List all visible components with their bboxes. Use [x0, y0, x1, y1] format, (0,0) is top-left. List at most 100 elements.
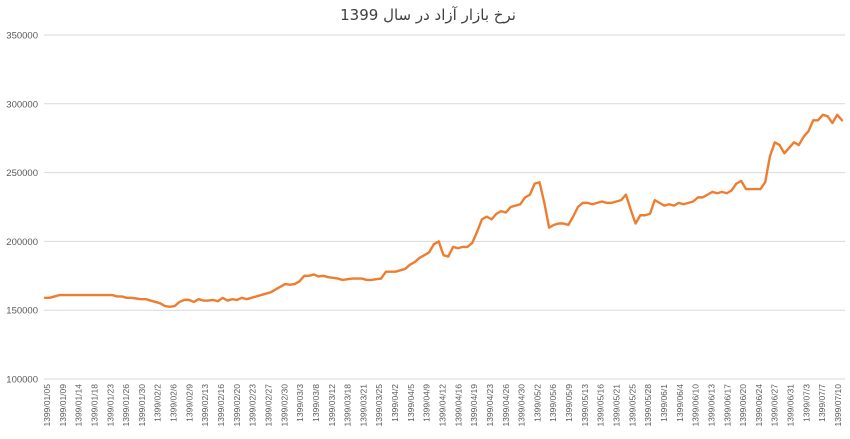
x-tick-label: 1399/05/6 — [548, 384, 558, 422]
data-point — [538, 181, 541, 183]
data-point — [150, 299, 152, 302]
data-point — [553, 224, 555, 226]
data-point — [639, 214, 641, 216]
data-point — [558, 222, 560, 225]
data-point — [490, 218, 493, 220]
data-point — [495, 213, 497, 215]
data-point — [274, 288, 277, 291]
data-point — [706, 194, 709, 196]
y-tick-label: 150000 — [6, 306, 38, 317]
data-point — [745, 188, 747, 190]
x-tick-label: 1399/06/13 — [706, 384, 716, 427]
data-point — [438, 240, 440, 242]
x-tick-label: 1399/02/30 — [279, 384, 289, 427]
data-point — [82, 294, 85, 296]
data-point — [682, 203, 685, 205]
data-point — [49, 297, 51, 299]
data-point — [318, 275, 320, 278]
data-point — [183, 299, 185, 301]
data-point — [625, 194, 627, 196]
x-tick-label: 1399/03/18 — [343, 384, 353, 427]
data-point — [198, 298, 200, 300]
x-tick-label: 1399/01/18 — [89, 384, 99, 427]
data-point — [572, 216, 574, 218]
data-point — [308, 275, 310, 277]
data-point — [351, 277, 353, 280]
x-tick-label: 1399/01/23 — [105, 384, 115, 427]
data-point — [212, 299, 214, 301]
data-point — [591, 203, 593, 205]
data-point — [294, 283, 296, 285]
data-point — [97, 294, 99, 296]
data-point — [346, 278, 349, 280]
x-tick-label: 1399/04/16 — [453, 384, 463, 427]
data-point — [250, 297, 253, 299]
data-point — [380, 277, 382, 280]
data-point — [836, 114, 838, 116]
data-point — [596, 202, 598, 204]
data-point — [145, 298, 147, 300]
data-point — [375, 278, 377, 280]
data-point — [582, 202, 584, 204]
data-point — [332, 277, 334, 279]
data-point — [404, 268, 406, 270]
x-axis-ticks: 1399/01/05 1399/01/09 1399/01/14 1399/01/18… — [42, 384, 843, 427]
data-point — [246, 298, 248, 300]
data-point — [44, 297, 46, 299]
x-tick-label: 1399/04/26 — [501, 384, 511, 427]
data-point — [164, 305, 166, 307]
x-tick-label: 1399/04/12 — [438, 384, 448, 427]
x-tick-label: 1399/02/6 — [169, 384, 179, 422]
data-point — [822, 114, 824, 116]
data-point — [586, 202, 589, 204]
data-point — [418, 257, 421, 259]
data-point — [414, 261, 416, 263]
data-point — [433, 243, 435, 245]
x-tick-label: 1399/06/1 — [659, 384, 669, 422]
data-point — [678, 202, 680, 204]
series-points — [44, 114, 843, 308]
data-point — [505, 211, 507, 214]
data-point — [476, 231, 478, 233]
data-point — [519, 203, 521, 205]
y-tick-label: 200000 — [6, 237, 38, 248]
data-point — [716, 192, 718, 194]
data-point — [692, 200, 694, 203]
x-tick-label: 1399/03/25 — [374, 384, 384, 427]
x-tick-label: 1399/05/16 — [596, 384, 606, 427]
data-point — [442, 254, 445, 256]
data-point — [577, 206, 579, 208]
data-point — [730, 189, 733, 192]
data-point — [740, 180, 742, 182]
data-point — [260, 294, 262, 296]
data-point — [231, 298, 233, 300]
data-point — [385, 271, 387, 273]
x-tick-label: 1399/04/30 — [517, 384, 527, 427]
data-point — [73, 294, 75, 296]
data-point — [222, 297, 224, 299]
data-point — [356, 277, 358, 280]
x-tick-label: 1399/07/7 — [817, 384, 827, 422]
x-tick-label: 1399/06/24 — [754, 384, 764, 427]
data-point — [140, 298, 142, 300]
data-point — [428, 251, 430, 254]
y-tick-label: 300000 — [6, 99, 38, 110]
x-tick-label: 1399/01/30 — [137, 384, 147, 427]
x-tick-label: 1399/05/28 — [643, 384, 653, 427]
data-point — [754, 188, 757, 190]
data-point — [615, 200, 617, 203]
x-tick-label: 1399/05/21 — [612, 384, 622, 427]
data-point — [126, 297, 128, 299]
data-point — [606, 202, 608, 204]
x-tick-label: 1399/03/12 — [327, 384, 337, 427]
x-tick-label: 1399/04/19 — [469, 384, 479, 427]
data-point — [63, 294, 65, 296]
data-point — [279, 286, 281, 288]
data-point — [236, 299, 238, 301]
data-point — [87, 294, 89, 296]
x-tick-label: 1399/03/8 — [311, 384, 321, 422]
data-point — [543, 202, 545, 204]
data-point — [654, 199, 656, 201]
x-tick-label: 1399/07/10 — [833, 384, 843, 427]
